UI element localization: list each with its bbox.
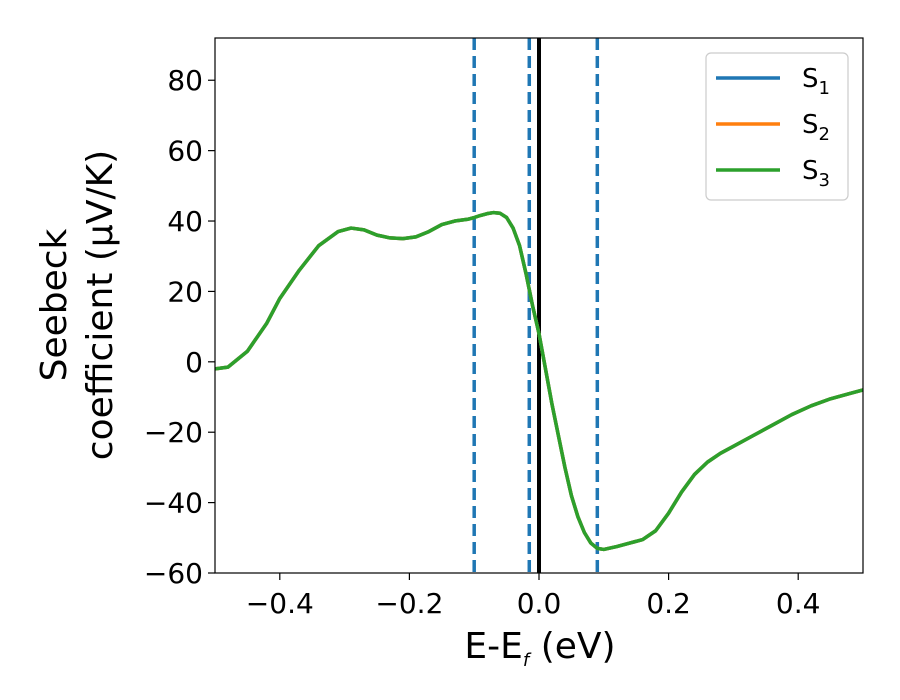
x-tick-label: 0.0 <box>517 587 562 620</box>
x-tick-label: 0.2 <box>646 587 691 620</box>
legend-box <box>705 52 849 201</box>
y-tick-label: 0 <box>185 346 203 379</box>
y-axis-label-line2: coefficient (μV/K) <box>80 150 121 460</box>
y-axis-label-line1: Seebeck <box>34 228 75 381</box>
y-tick-label: −20 <box>144 416 203 449</box>
x-axis: −0.4 −0.2 0.0 0.2 0.4 <box>246 573 821 620</box>
legend-label-s1: S1 <box>802 64 830 99</box>
x-tick-label: 0.4 <box>776 587 821 620</box>
legend: S1 S2 S3 <box>705 52 849 201</box>
y-tick-label: 40 <box>167 205 203 238</box>
legend-label-s2: S2 <box>802 110 830 145</box>
y-tick-label: 80 <box>167 64 203 97</box>
y-tick-label: −60 <box>144 557 203 590</box>
y-axis: −60 −40 −20 0 20 40 60 80 <box>144 64 215 590</box>
y-tick-label: 20 <box>167 275 203 308</box>
y-tick-label: −40 <box>144 487 203 520</box>
series-line-s3 <box>215 210 863 552</box>
x-axis-label: E-Ef (eV) <box>464 626 615 671</box>
y-tick-label: 60 <box>167 135 203 168</box>
x-tick-label: −0.4 <box>246 587 314 620</box>
x-tick-label: −0.2 <box>375 587 443 620</box>
legend-label-s3: S3 <box>802 156 830 191</box>
